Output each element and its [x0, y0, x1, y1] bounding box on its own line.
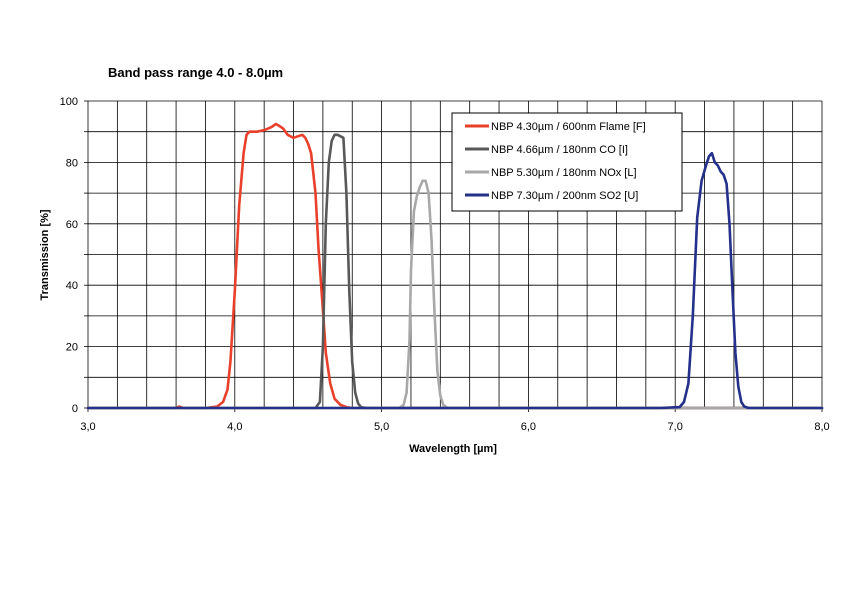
plot-grid [84, 100, 823, 412]
y-tick-label: 0 [72, 403, 78, 415]
legend-label-1: NBP 4.30µm / 600nm Flame [F] [491, 121, 646, 133]
x-tick-label: 3,0 [80, 421, 95, 433]
x-tick-label: 5,0 [374, 421, 389, 433]
chart-title: Band pass range 4.0 - 8.0µm [108, 65, 283, 80]
legend-label-4: NBP 7.30µm / 200nm SO2 [U] [491, 190, 638, 202]
plot-series [86, 122, 824, 410]
chart-legend: NBP 4.30µm / 600nm Flame [F] NBP 4.66µm /… [451, 112, 683, 212]
legend-label-3: NBP 5.30µm / 180nm NOx [L] [491, 167, 637, 179]
x-tick-label: 8,0 [814, 421, 829, 433]
series-line-4 [86, 151, 824, 410]
series-line-1 [86, 122, 824, 410]
legend-label-2: NBP 4.66µm / 180nm CO [I] [491, 144, 628, 156]
y-tick-label: 40 [66, 280, 78, 292]
x-tick-label: 7,0 [668, 421, 683, 433]
series-line-3 [86, 179, 824, 410]
x-axis-label: Wavelength [µm] [409, 443, 497, 455]
y-tick-label: 20 [66, 342, 78, 354]
y-tick-labels: 0 20 40 60 80 100 [60, 96, 78, 415]
y-axis-label: Transmission [%] [39, 209, 51, 300]
x-tick-label: 4,0 [227, 421, 242, 433]
legend-box [451, 112, 683, 212]
x-tick-label: 6,0 [521, 421, 536, 433]
y-tick-label: 60 [66, 219, 78, 231]
series-line-2 [86, 133, 824, 410]
x-tick-labels: 3,0 4,0 5,0 6,0 7,0 8,0 [80, 421, 829, 433]
y-tick-label: 100 [60, 96, 78, 108]
y-tick-label: 80 [66, 157, 78, 169]
